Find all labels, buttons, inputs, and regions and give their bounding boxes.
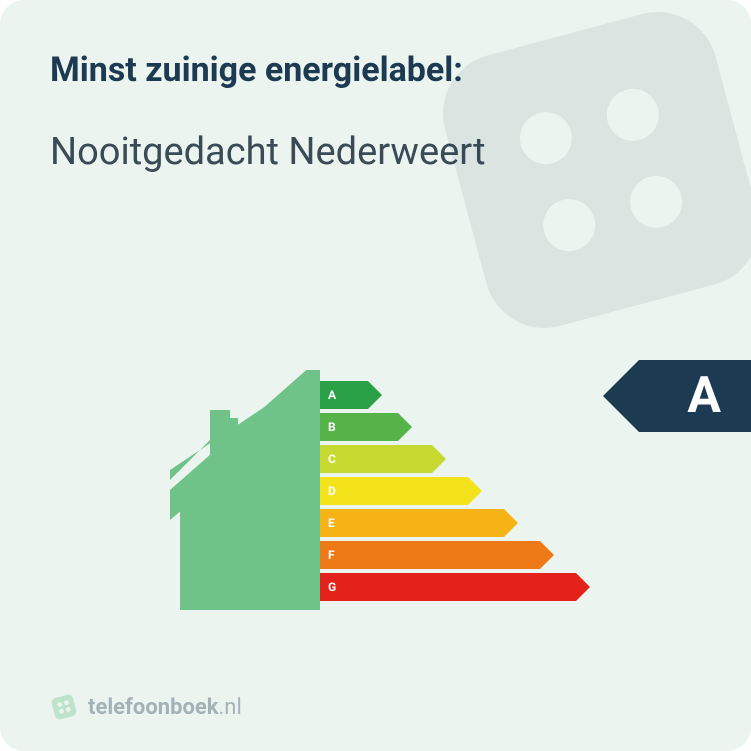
energy-bar-d: D (320, 476, 576, 506)
energy-label-card: Minst zuinige energielabel: Nooitgedacht… (0, 0, 751, 751)
bar-label: E (328, 516, 348, 530)
footer-brand: telefoonboek.nl (50, 693, 242, 721)
rating-letter: A (687, 367, 721, 425)
energy-bar-e: E (320, 508, 576, 538)
energy-bar-b: B (320, 412, 576, 442)
bar-shape (320, 541, 540, 569)
energy-bars: A B C D E F G (320, 380, 576, 604)
house-icon (170, 370, 320, 610)
rating-badge: A (639, 360, 751, 432)
brand-icon (50, 693, 78, 721)
energy-bar-f: F (320, 540, 576, 570)
bar-label: G (328, 580, 348, 594)
bar-shape (320, 573, 576, 601)
energy-bar-c: C (320, 444, 576, 474)
footer-text: telefoonboek.nl (88, 695, 242, 720)
page-subtitle: Nooitgedacht Nederweert (50, 130, 701, 174)
bar-label: D (328, 484, 348, 498)
bar-label: A (328, 388, 348, 402)
energy-bar-a: A (320, 380, 576, 410)
page-title: Minst zuinige energielabel: (50, 50, 701, 90)
bar-label: C (328, 452, 348, 466)
footer-brand-name: telefoonboek (88, 695, 219, 720)
bar-label: F (328, 548, 348, 562)
footer-brand-tld: .nl (219, 695, 242, 720)
energy-bar-g: G (320, 572, 576, 602)
bar-label: B (328, 420, 348, 434)
